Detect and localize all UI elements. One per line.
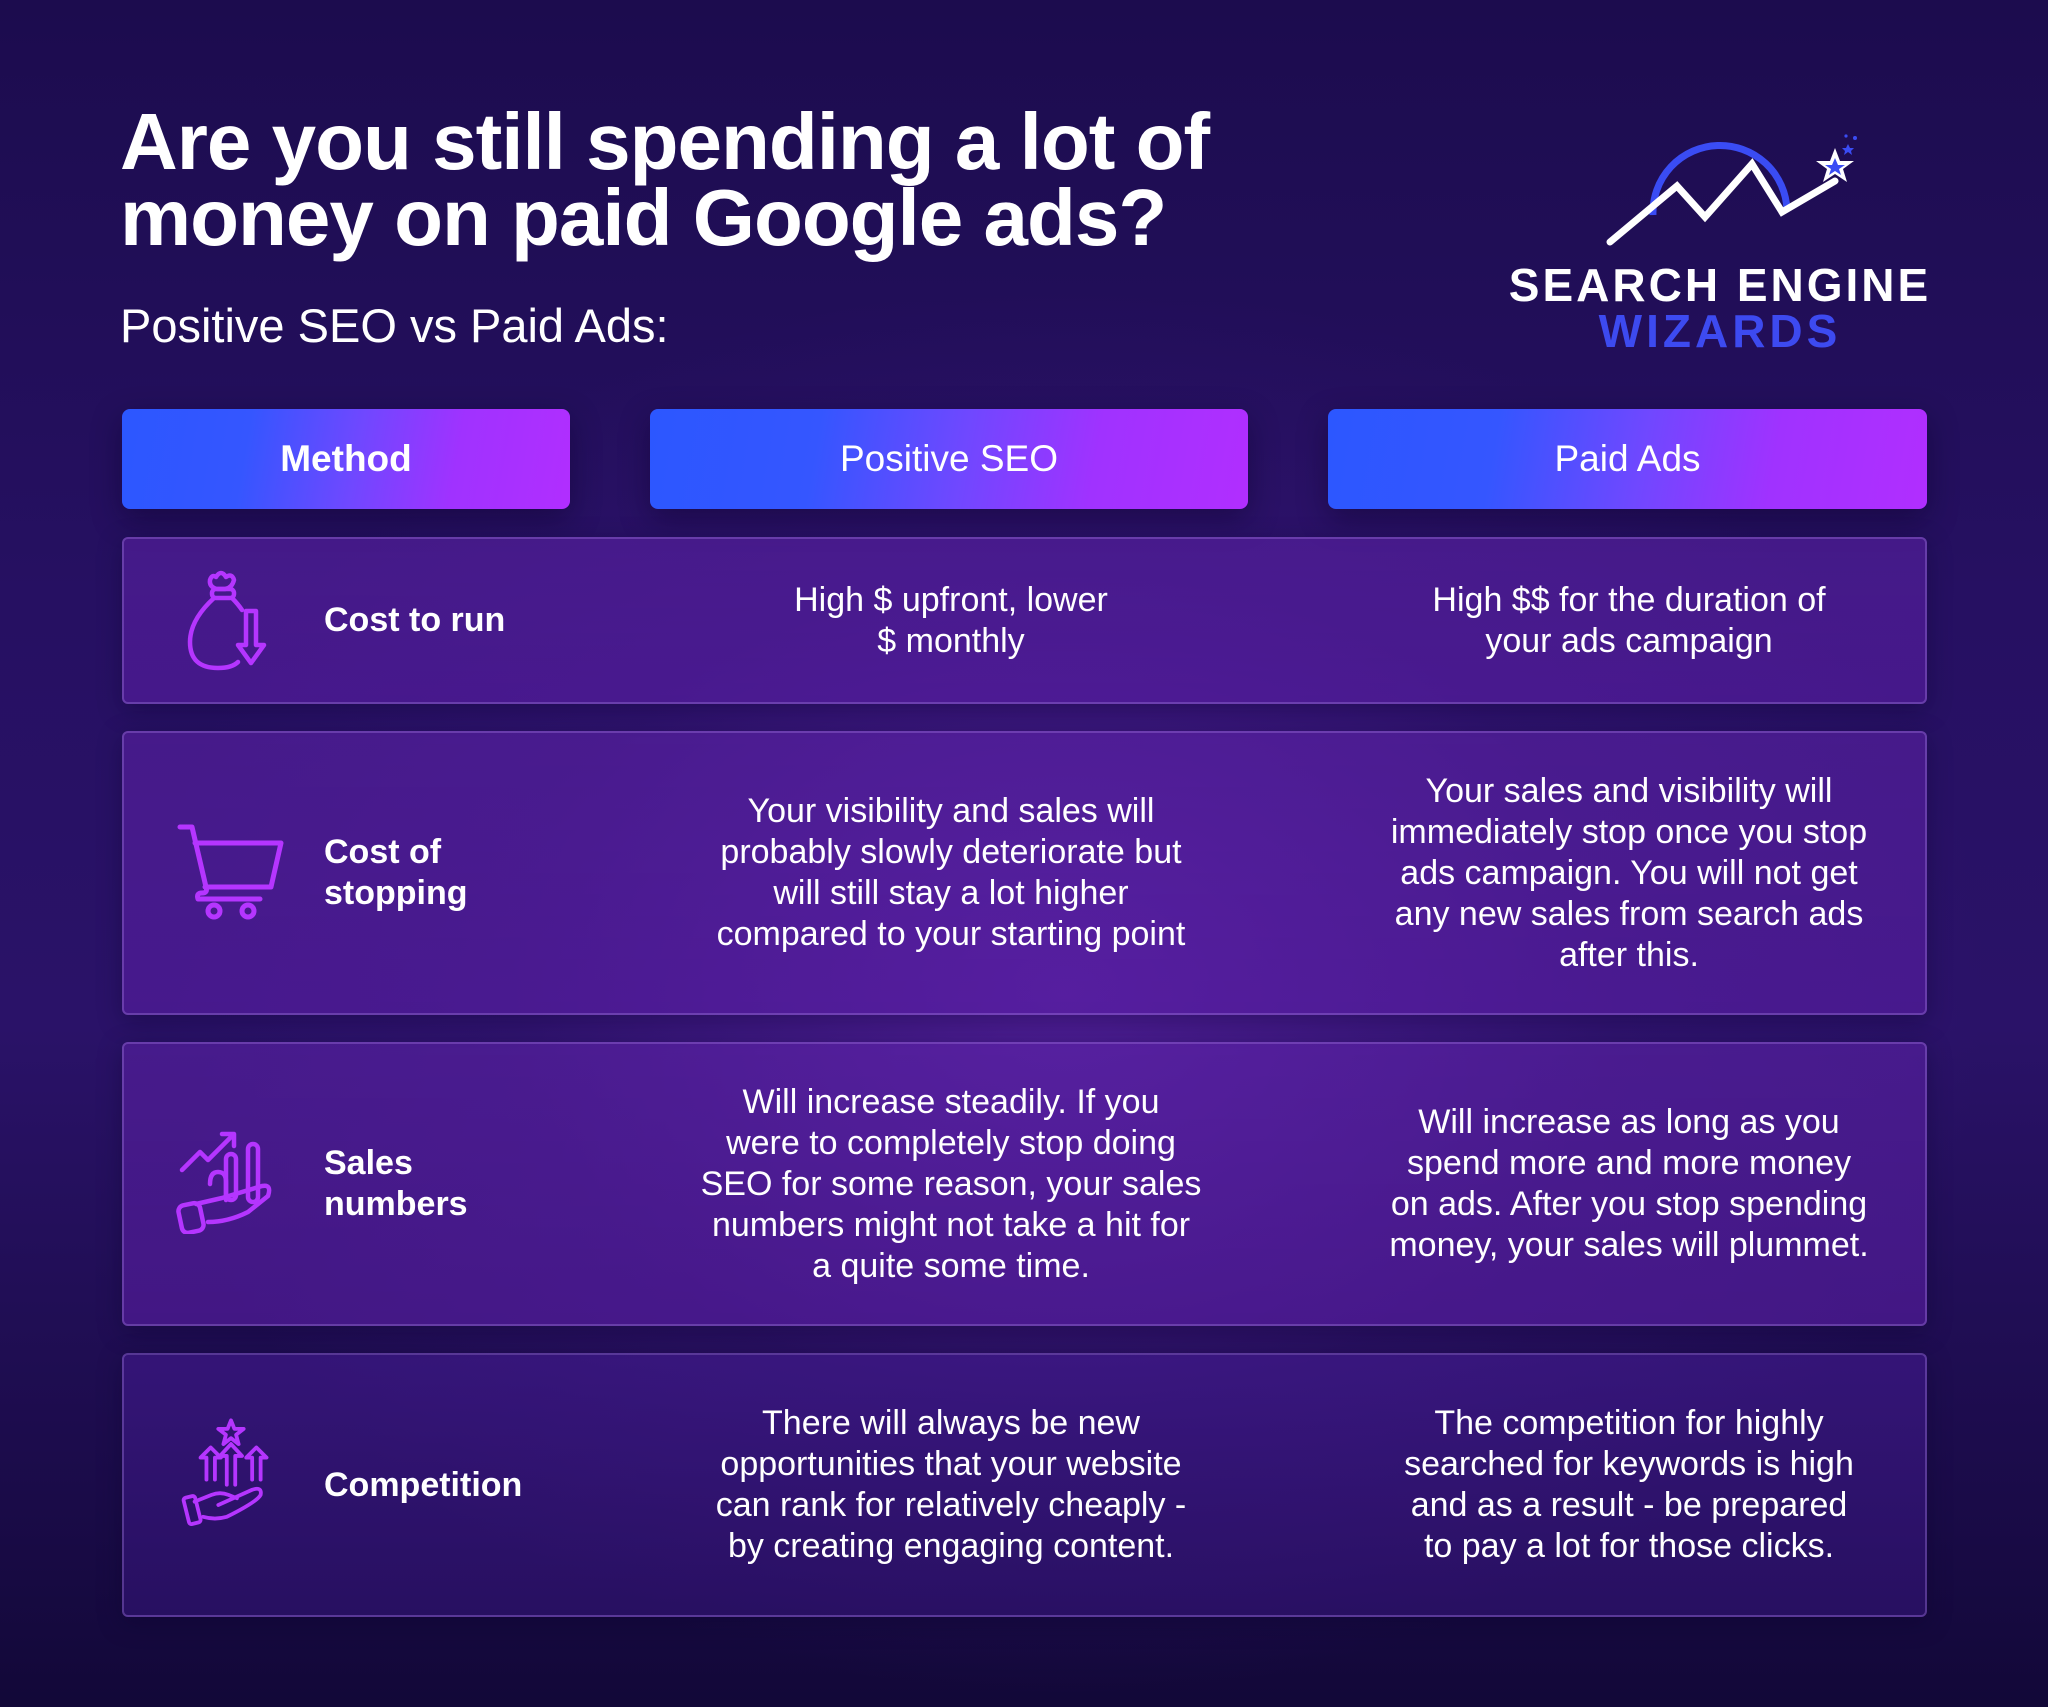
paid-ads-cell: The competition for highly searched for … <box>1330 1355 1928 1615</box>
column-header-method: Method <box>122 409 570 509</box>
paid-ads-text: Will increase as long as you spend more … <box>1389 1103 1869 1264</box>
positive-seo-cell: There will always be new opportunities t… <box>652 1355 1250 1615</box>
brand-logo: SEARCH ENGINE WIZARDS <box>1490 100 1950 360</box>
method-label: Cost of stopping <box>324 833 468 912</box>
method-label: Competition <box>324 1465 523 1504</box>
positive-seo-cell: Will increase steadily. If you were to c… <box>652 1044 1250 1324</box>
table-row-cost-to-run: Cost to run High $ upfront, lower $ mont… <box>122 537 1927 704</box>
table-row-competition: Competition There will always be new opp… <box>122 1353 1927 1617</box>
method-cell: Cost of stopping <box>124 733 652 1013</box>
positive-seo-text: High $ upfront, lower $ monthly <box>794 580 1108 660</box>
money-bag-down-arrow-icon <box>187 570 267 671</box>
method-cell: Sales numbers <box>124 1044 652 1324</box>
table-row-sales-numbers: Sales numbers Will increase steadily. If… <box>122 1042 1927 1326</box>
mountain-chart-star-icon <box>1606 134 1857 246</box>
method-label: Cost to run <box>324 601 506 639</box>
logo-wordmark-top: SEARCH ENGINE <box>1508 259 1932 311</box>
table-row-cost-of-stopping: Cost of stopping Your visibility and sal… <box>122 731 1927 1015</box>
paid-ads-text: The competition for highly searched for … <box>1404 1404 1854 1565</box>
shopping-cart-icon <box>177 824 284 920</box>
paid-ads-cell: Your sales and visibility will immediate… <box>1330 733 1928 1013</box>
positive-seo-text: Your visibility and sales will probably … <box>716 792 1186 953</box>
hand-growth-chart-icon <box>176 1131 272 1234</box>
logo-wordmark-bottom: WIZARDS <box>1598 305 1842 357</box>
paid-ads-cell: High $$ for the duration of your ads cam… <box>1330 539 1928 702</box>
paid-ads-text: High $$ for the duration of your ads cam… <box>1432 580 1826 660</box>
method-cell: Cost to run <box>124 539 652 702</box>
page-title: Are you still spending a lot of money on… <box>120 97 1210 262</box>
positive-seo-text: Will increase steadily. If you were to c… <box>700 1082 1202 1285</box>
column-header-positive-seo: Positive SEO <box>650 409 1248 509</box>
column-header-paid-ads: Paid Ads <box>1328 409 1927 509</box>
page-subtitle: Positive SEO vs Paid Ads: <box>120 299 669 352</box>
positive-seo-text: There will always be new opportunities t… <box>715 1404 1187 1565</box>
hand-arrows-star-icon <box>181 1418 269 1527</box>
method-label: Sales numbers <box>324 1144 468 1223</box>
paid-ads-text: Your sales and visibility will immediate… <box>1390 771 1868 974</box>
positive-seo-cell: High $ upfront, lower $ monthly <box>652 539 1250 702</box>
method-cell: Competition <box>124 1355 652 1615</box>
positive-seo-cell: Your visibility and sales will probably … <box>652 733 1250 1013</box>
paid-ads-cell: Will increase as long as you spend more … <box>1330 1044 1928 1324</box>
